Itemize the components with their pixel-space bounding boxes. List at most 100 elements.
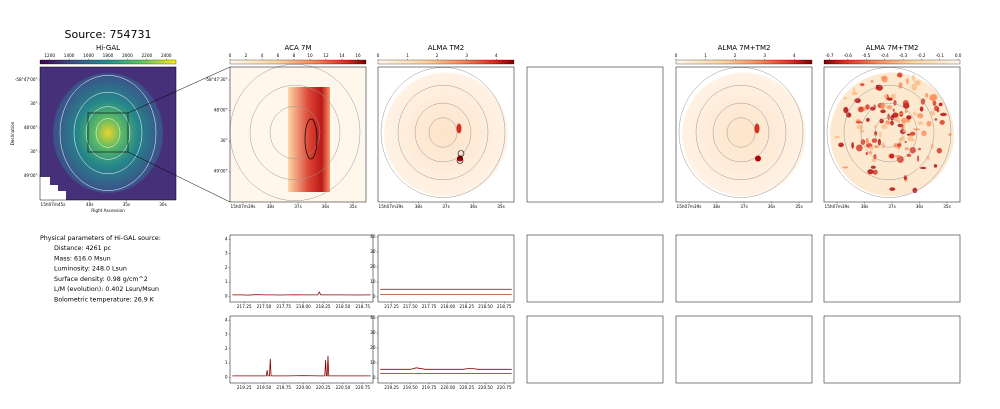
noise-blob — [898, 137, 904, 141]
axes-frame — [823, 315, 961, 384]
y-tick-label: 10 — [370, 360, 376, 365]
source-peak — [456, 123, 462, 134]
noise-blob — [911, 139, 915, 142]
noise-blob — [911, 83, 918, 91]
noise-blob — [838, 142, 844, 148]
noise-blob — [868, 147, 871, 150]
x-tick-label: 219.25 — [237, 385, 252, 390]
x-tick-label: 220.25 — [316, 385, 331, 390]
x-tick-label: 36s — [916, 204, 924, 209]
panel — [824, 67, 960, 202]
panel — [40, 66, 231, 203]
x-tick-label: 36s — [470, 204, 478, 209]
contour — [826, 67, 952, 198]
noise-blob — [871, 138, 878, 143]
y-tick-label: -58°47'30" — [205, 77, 228, 82]
x-tick-label: 219.25 — [384, 385, 399, 390]
noise-blob — [865, 152, 868, 156]
y-tick-label: 2 — [225, 265, 228, 270]
x-tick-label: 38s — [713, 204, 721, 209]
y-tick-label: 20 — [370, 345, 376, 350]
noise-blob — [866, 117, 870, 122]
x-tick-label: 38s — [267, 204, 275, 209]
x-tick-label: 220.00 — [441, 385, 456, 390]
contour — [249, 85, 341, 180]
colorbar-tick-label: 2 — [734, 53, 737, 58]
axes-frame — [675, 234, 813, 303]
y-tick-label: 10 — [370, 279, 376, 284]
x-tick-label: 219.50 — [257, 385, 272, 390]
noise-blob — [856, 124, 863, 130]
image-emission — [682, 72, 806, 197]
zoom-box — [87, 112, 129, 153]
axes-frame — [526, 315, 664, 384]
x-tick-label: 15h07m39s — [825, 204, 850, 209]
x-tick-label: 220.50 — [336, 385, 351, 390]
contour — [73, 91, 143, 175]
noise-blob — [855, 121, 863, 124]
y-tick-label: 0 — [225, 293, 228, 298]
noise-blob — [903, 129, 906, 133]
colorbar-tick-label: 2 — [245, 53, 248, 58]
image-blank — [58, 191, 66, 200]
noise-blob — [889, 187, 896, 191]
image-emission — [53, 73, 163, 193]
noise-blob — [873, 145, 879, 149]
colorbar-tick-label: 4 — [495, 53, 498, 58]
colorbar-tick-label: 4 — [793, 53, 796, 58]
noise-blob — [865, 104, 870, 110]
colorbar-tick-label: -0.1 — [936, 53, 945, 58]
colorbar-tick-label: -0.6 — [844, 53, 853, 58]
noise-blob — [880, 109, 886, 114]
contour — [59, 75, 157, 191]
x-tick-label: 218.25 — [316, 304, 331, 309]
contour — [726, 117, 756, 148]
contour — [456, 157, 464, 164]
colorbar-tick-label: -0.2 — [917, 53, 926, 58]
x-tick-label: 217.25 — [384, 304, 399, 309]
noise-blob — [912, 74, 915, 82]
x-tick-label: 35s — [943, 204, 951, 209]
y-tick-label: 48'00" — [214, 108, 228, 113]
contour — [269, 106, 321, 159]
axes-frame — [823, 234, 961, 303]
panel — [676, 67, 812, 202]
y-tick-label: 3 — [225, 251, 228, 256]
property-line: Distance: 4261 pc — [54, 245, 112, 252]
x-tick-label: 218.25 — [459, 304, 474, 309]
noise-blob — [859, 129, 865, 133]
x-tick-label: 37s — [740, 204, 748, 209]
x-tick-label: 15h07m39s — [231, 204, 256, 209]
y-tick-label: 0 — [373, 294, 376, 299]
noise-blob — [913, 128, 921, 131]
colorbar-tick-label: 0 — [675, 53, 678, 58]
property-line: Bolometric temperature: 26.9 K — [54, 297, 155, 304]
panel-title: ACA 7M — [284, 44, 311, 52]
noise-blob — [933, 164, 938, 168]
noise-blob — [885, 120, 891, 125]
spectrum-line — [232, 291, 371, 296]
x-tick-label: 219.75 — [276, 385, 291, 390]
image-blank — [50, 185, 58, 200]
y-tick-label: 2 — [225, 346, 228, 351]
noise-blob — [939, 119, 945, 125]
x-tick-label: 217.25 — [237, 304, 252, 309]
noise-blob — [857, 106, 864, 113]
noise-blob — [940, 112, 947, 117]
noise-blob — [884, 94, 888, 99]
colorbar-tick-label: 2200 — [142, 53, 153, 58]
y-tick-label: 1 — [225, 279, 228, 284]
panel-title: ALMA TM2 — [428, 44, 465, 52]
image-emission — [384, 72, 508, 197]
y-tick-label: 40 — [370, 234, 376, 239]
colorbar — [377, 59, 515, 65]
colorbar — [39, 59, 177, 65]
property-line: Surface density: 0.98 g/cm^2 — [54, 276, 148, 283]
noise-blob — [910, 131, 916, 136]
noise-blob — [879, 131, 882, 138]
source-peak — [457, 155, 463, 162]
panel — [229, 64, 366, 202]
noise-blob — [842, 166, 849, 169]
noise-blob — [892, 112, 899, 118]
